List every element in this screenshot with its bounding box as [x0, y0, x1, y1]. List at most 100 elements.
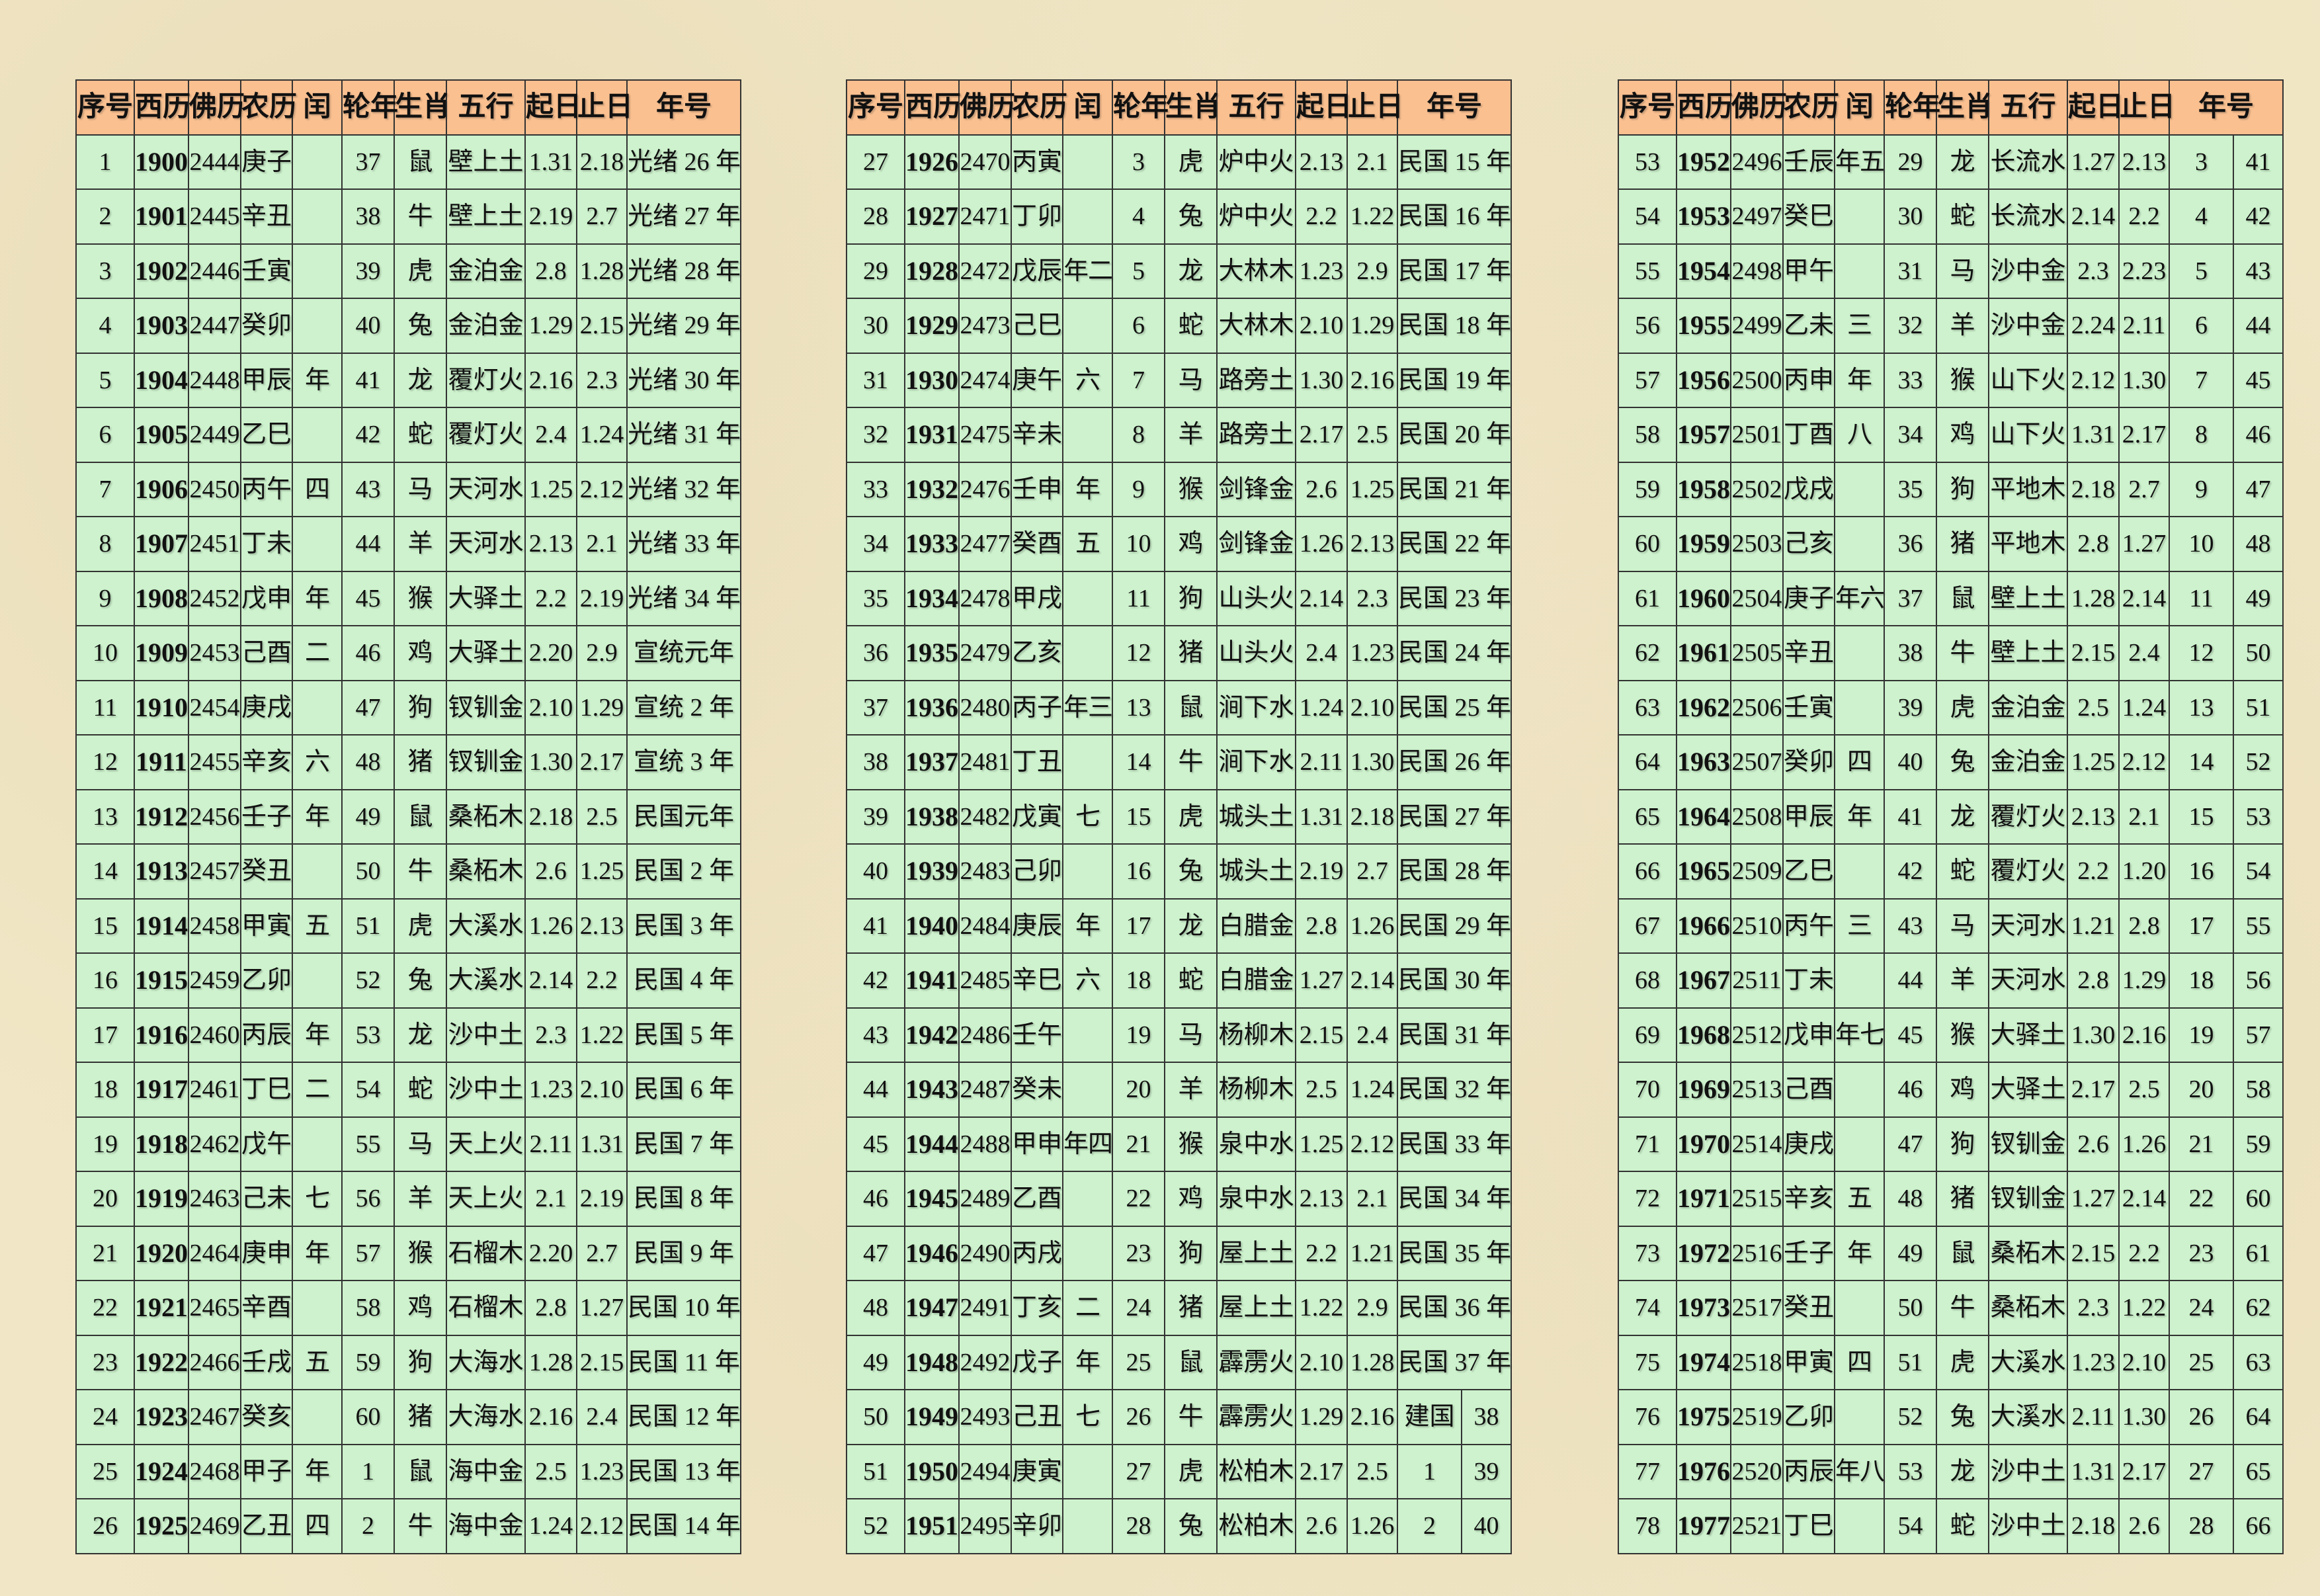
cell-end-day: 1.21: [1346, 1225, 1398, 1281]
cell-seq: 6: [75, 407, 135, 463]
cell-west-year: 1974: [1676, 1334, 1731, 1390]
cell-five-element: 沙中金: [1988, 243, 2068, 299]
cell-west-year: 1936: [904, 679, 960, 735]
cell-lunar-year: 乙巳: [240, 407, 293, 463]
cell-end-day: 2.16: [1346, 1389, 1398, 1445]
cell-start-day: 2.17: [1295, 1443, 1348, 1499]
cell-seq: 53: [1618, 134, 1677, 190]
cell-leap: 年七: [1834, 1007, 1885, 1063]
cell-era-name: 光绪 31 年: [626, 407, 742, 463]
cell-start-day: 2.8: [2067, 516, 2120, 572]
table-row: 71 1970 2514 庚戌 47 狗钗钏金 2.6 1.26 21 59: [1618, 1116, 2284, 1172]
cell-west-year: 1956: [1676, 352, 1731, 408]
cell-leap: 六: [292, 734, 343, 790]
cell-five-element: 天河水: [1988, 952, 2068, 1009]
cell-end-day: 2.13: [1346, 516, 1398, 572]
cell-era-name: 民国 16 年: [1396, 189, 1512, 245]
cell-leap: [1834, 1116, 1885, 1172]
cell-leap: 年六: [1834, 570, 1885, 626]
cell-buddhist-year: 2465: [188, 1280, 241, 1336]
cell-zodiac: 牛: [394, 843, 447, 900]
cell-cycle-year: 53: [1884, 1443, 1937, 1499]
cell-west-year: 1930: [904, 352, 960, 408]
cell-leap: 四: [292, 461, 343, 517]
cell-lunar-year: 庚戌: [240, 679, 293, 735]
cell-start-day: 1.25: [524, 461, 577, 517]
cell-era-number: 44: [2232, 298, 2284, 354]
cell-seq: 59: [1618, 461, 1677, 517]
cell-start-day: 2.10: [1295, 1334, 1348, 1390]
cell-lunar-year: 丙申: [1782, 352, 1835, 408]
cell-era-name: 民国 7 年: [626, 1116, 742, 1172]
cell-seq: 27: [846, 134, 905, 190]
cell-lunar-year: 丙戌: [1011, 1225, 1063, 1281]
header-five-element: 五行: [1216, 79, 1296, 136]
cell-zodiac: 蛇: [1164, 952, 1218, 1009]
cell-zodiac: 龙: [394, 352, 447, 408]
cell-five-element: 天上火: [446, 1171, 526, 1227]
table-row: 48 1947 2491 丁亥二 24 猪屋上土 1.22 2.9 民国 36 年: [846, 1280, 1512, 1336]
table-row: 44 1943 2487 癸未 20 羊杨柳木 2.5 1.24 民国 32 年: [846, 1062, 1512, 1118]
cell-start-day: 1.29: [1295, 1389, 1348, 1445]
table-row: 66 1965 2509 乙巳 42 蛇覆灯火 2.2 1.20 16 54: [1618, 843, 2284, 900]
cell-era-name: 2: [1397, 1498, 1462, 1554]
cell-five-element: 涧下水: [1216, 734, 1296, 790]
cell-buddhist-year: 2485: [958, 952, 1012, 1009]
cell-era-name: 民国 24 年: [1396, 625, 1512, 681]
cell-west-year: 1950: [904, 1443, 960, 1499]
cell-buddhist-year: 2492: [958, 1334, 1012, 1390]
cell-era-name: 22: [2169, 1171, 2234, 1227]
cell-buddhist-year: 2516: [1730, 1225, 1784, 1281]
header-zodiac: 生肖: [394, 79, 450, 136]
cell-era-name: 3: [2169, 134, 2234, 190]
cell-five-element: 平地木: [1988, 516, 2068, 572]
cell-leap: 年: [1834, 352, 1885, 408]
cell-leap: [1834, 1280, 1885, 1336]
cell-buddhist-year: 2459: [188, 952, 241, 1009]
cell-lunar-year: 乙巳: [1782, 843, 1835, 900]
header-seq: 序号: [1618, 79, 1677, 136]
cell-seq: 74: [1618, 1280, 1677, 1336]
cell-five-element: 钗钏金: [1988, 1116, 2068, 1172]
cell-era-number: 46: [2232, 407, 2284, 463]
cell-west-year: 1952: [1676, 134, 1731, 190]
cell-leap: [292, 243, 343, 299]
cell-zodiac: 狗: [1164, 570, 1218, 626]
cell-west-year: 1912: [134, 788, 189, 845]
cell-lunar-year: 丙午: [240, 461, 293, 517]
table-row: 36 1935 2479 乙亥 12 猪山头火 2.4 1.23 民国 24 年: [846, 625, 1512, 681]
cell-buddhist-year: 2500: [1730, 352, 1784, 408]
cell-west-year: 1968: [1676, 1007, 1731, 1063]
cell-five-element: 天河水: [446, 461, 526, 517]
table-row: 68 1967 2511 丁未 44 羊天河水 2.8 1.29 18 56: [1618, 952, 2284, 1009]
table-row: 43 1942 2486 壬午 19 马杨柳木 2.15 2.4 民国 31 年: [846, 1007, 1512, 1063]
table-row: 30 1929 2473 己巳 6 蛇大林木 2.10 1.29 民国 18 年: [846, 298, 1512, 354]
cell-end-day: 2.17: [2118, 407, 2170, 463]
cell-start-day: 1.27: [2067, 134, 2120, 190]
cell-west-year: 1948: [904, 1334, 960, 1390]
cell-end-day: 2.14: [2118, 570, 2170, 626]
cell-end-day: 2.1: [576, 516, 628, 572]
cell-start-day: 2.15: [1295, 1007, 1348, 1063]
cell-west-year: 1920: [134, 1225, 189, 1281]
cell-start-day: 2.4: [1295, 625, 1348, 681]
cell-lunar-year: 己丑: [1011, 1389, 1063, 1445]
cell-buddhist-year: 2486: [958, 1007, 1012, 1063]
header-cycle-year: 轮年: [1884, 79, 1940, 136]
cell-leap: 年: [1062, 1334, 1113, 1390]
cell-era-name: 4: [2169, 189, 2234, 245]
cell-lunar-year: 丁丑: [1011, 734, 1063, 790]
cell-start-day: 2.14: [2067, 189, 2120, 245]
header-zodiac: 生肖: [1936, 79, 1993, 136]
cell-start-day: 2.3: [2067, 243, 2120, 299]
cell-start-day: 2.20: [524, 625, 577, 681]
table-row: 1 1900 2444 庚子 37 鼠壁上土 1.31 2.18 光绪 26 年: [75, 134, 742, 190]
cell-end-day: 1.26: [1346, 1498, 1398, 1554]
cell-start-day: 1.25: [1295, 1116, 1348, 1172]
cell-cycle-year: 51: [341, 898, 395, 954]
cell-west-year: 1903: [134, 298, 189, 354]
cell-west-year: 1907: [134, 516, 189, 572]
cell-lunar-year: 癸卯: [240, 298, 293, 354]
cell-buddhist-year: 2502: [1730, 461, 1784, 517]
cell-seq: 15: [75, 898, 135, 954]
